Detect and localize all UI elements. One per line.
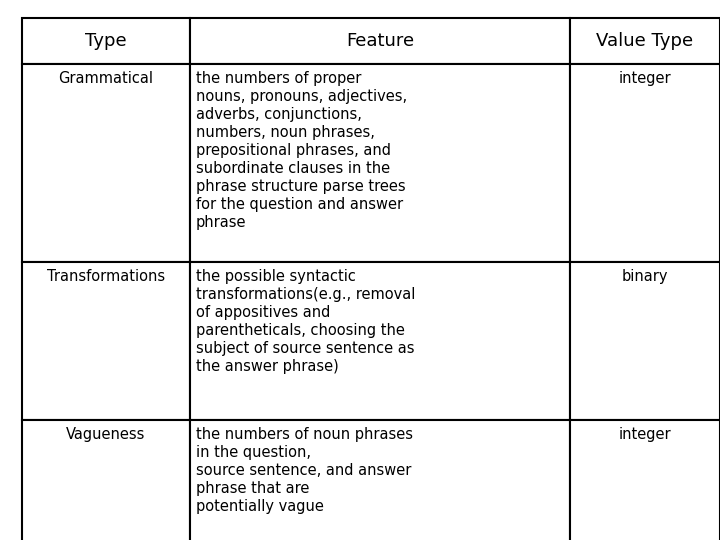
Text: the numbers of proper
nouns, pronouns, adjectives,
adverbs, conjunctions,
number: the numbers of proper nouns, pronouns, a… [196, 71, 407, 230]
Text: Transformations: Transformations [47, 269, 165, 284]
Text: the numbers of noun phrases
in the question,
source sentence, and answer
phrase : the numbers of noun phrases in the quest… [196, 427, 413, 514]
Bar [22, 18, 190, 64]
Text: the possible syntactic
transformations(e.g., removal
of appositives and
parenthe: the possible syntactic transformations(e… [196, 269, 415, 374]
Bar [570, 18, 720, 64]
Bar [190, 18, 570, 64]
Text: binary: binary [622, 269, 668, 284]
Bar [570, 64, 720, 262]
Text: integer: integer [618, 427, 671, 442]
Text: Type: Type [85, 32, 127, 50]
Bar [22, 262, 190, 420]
Bar [22, 64, 190, 262]
Bar [570, 420, 720, 540]
Bar [190, 262, 570, 420]
Bar [190, 64, 570, 262]
Text: Vagueness: Vagueness [66, 427, 145, 442]
Text: integer: integer [618, 71, 671, 86]
Text: Value Type: Value Type [596, 32, 693, 50]
Text: Grammatical: Grammatical [58, 71, 153, 86]
Text: Feature: Feature [346, 32, 414, 50]
Bar [190, 420, 570, 540]
Bar [22, 420, 190, 540]
Bar [570, 262, 720, 420]
